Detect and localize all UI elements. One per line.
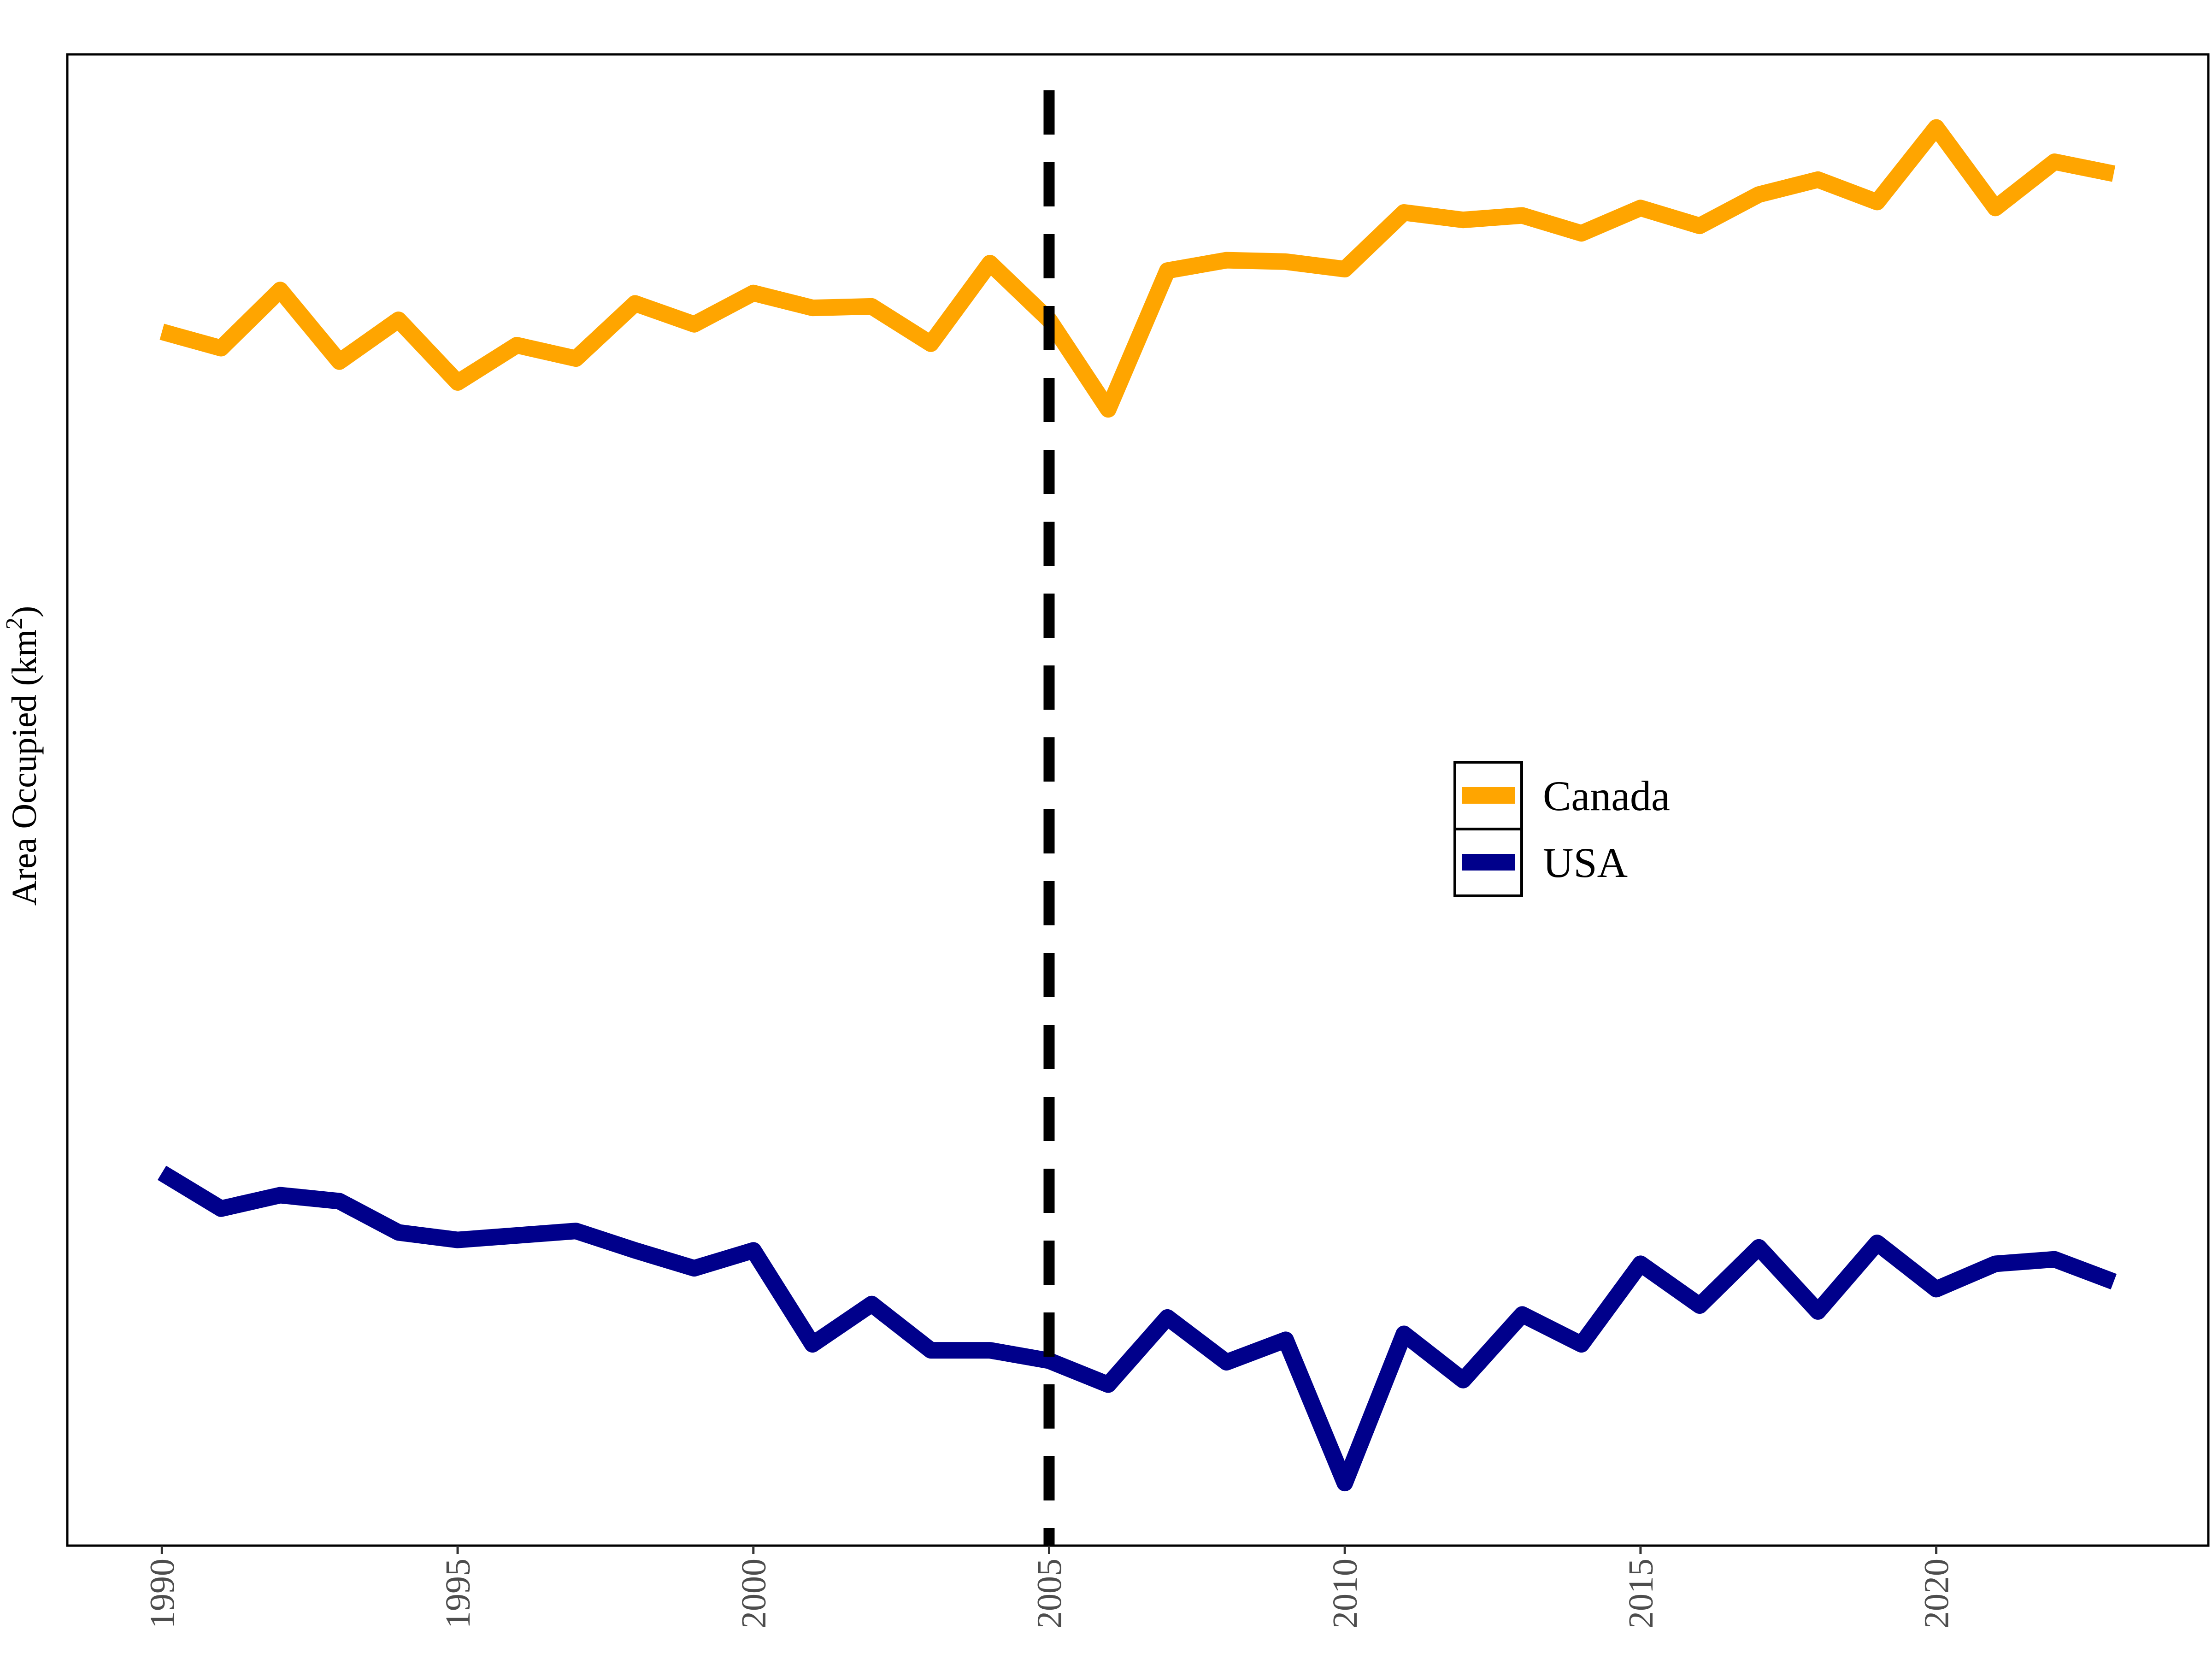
series-line-usa bbox=[157, 1165, 2117, 1492]
x-tick-label: 1995 bbox=[439, 1559, 477, 1629]
x-tick-label: 2005 bbox=[1030, 1559, 1069, 1629]
legend-label-usa: USA bbox=[1543, 839, 1628, 886]
series-layer bbox=[157, 119, 2117, 1492]
y-axis-title: Area Occupied (km2) bbox=[1, 606, 44, 906]
y-axis-title-superscript: 2 bbox=[1, 618, 28, 629]
plot-panel-border bbox=[66, 53, 2210, 1547]
legend-label-canada: Canada bbox=[1543, 772, 1670, 819]
x-tick-label: 2020 bbox=[1918, 1559, 1956, 1629]
series-line-canada bbox=[159, 119, 2116, 418]
legend: Canada USA bbox=[1453, 761, 1670, 897]
x-tick-label: 2015 bbox=[1622, 1559, 1660, 1629]
x-axis: 1990 1995 2000 2005 2010 2015 2020 bbox=[143, 1546, 1956, 1629]
x-tick-label: 1990 bbox=[143, 1559, 182, 1629]
y-axis-title-suffix: ) bbox=[5, 606, 44, 618]
x-tick-label: 2000 bbox=[735, 1559, 773, 1629]
x-tick-label: 2010 bbox=[1326, 1559, 1365, 1629]
